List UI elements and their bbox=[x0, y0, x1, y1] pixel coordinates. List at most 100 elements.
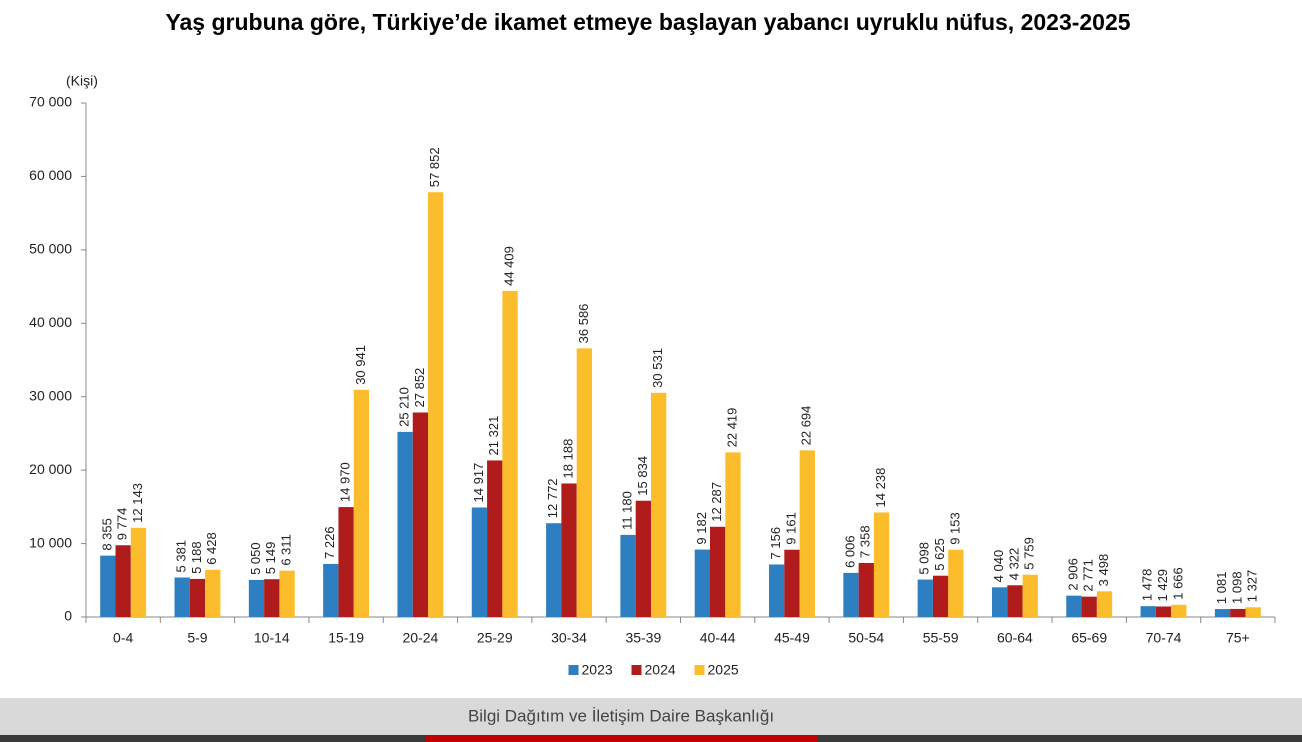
value-label: 5 098 bbox=[917, 542, 932, 575]
value-label: 12 287 bbox=[709, 482, 724, 522]
x-tick-label: 40-44 bbox=[700, 630, 736, 646]
bar bbox=[635, 500, 651, 617]
value-label: 36 586 bbox=[576, 304, 591, 344]
value-label: 6 311 bbox=[279, 534, 294, 566]
footer-text: Bilgi Dağıtım ve İletişim Daire Başkanlı… bbox=[468, 706, 774, 725]
y-tick-label: 30 000 bbox=[29, 387, 72, 403]
value-label: 25 210 bbox=[397, 387, 412, 427]
bar bbox=[1245, 607, 1261, 617]
x-tick-label: 70-74 bbox=[1146, 630, 1182, 646]
value-label: 7 358 bbox=[858, 525, 873, 558]
value-label: 9 182 bbox=[694, 512, 709, 545]
bar bbox=[546, 523, 562, 617]
x-tick-label: 65-69 bbox=[1071, 630, 1107, 646]
y-tick-label: 0 bbox=[64, 608, 72, 624]
x-tick-label: 55-59 bbox=[923, 630, 959, 646]
bar bbox=[279, 570, 295, 617]
bar bbox=[338, 507, 354, 617]
value-label: 30 941 bbox=[353, 345, 368, 385]
bar bbox=[428, 192, 444, 617]
x-tick-label: 30-34 bbox=[551, 630, 587, 646]
value-label: 1 098 bbox=[1229, 571, 1244, 604]
bar bbox=[353, 389, 370, 617]
value-label: 5 188 bbox=[189, 541, 204, 574]
x-tick-label: 25-29 bbox=[477, 630, 513, 646]
value-label: 7 156 bbox=[768, 527, 783, 560]
value-label: 2 771 bbox=[1081, 559, 1096, 592]
y-tick-label: 10 000 bbox=[29, 534, 72, 550]
y-tick-label: 40 000 bbox=[29, 314, 72, 330]
x-tick-label: 60-64 bbox=[997, 630, 1033, 646]
value-label: 5 381 bbox=[174, 540, 189, 573]
value-label: 4 040 bbox=[991, 550, 1006, 583]
chart-title: Yaş grubuna göre, Türkiye’de ikamet etme… bbox=[165, 9, 1130, 35]
bar bbox=[1022, 574, 1038, 617]
bar bbox=[487, 460, 503, 617]
bar bbox=[620, 534, 636, 617]
bar bbox=[323, 563, 339, 617]
bar bbox=[1140, 606, 1156, 617]
bar bbox=[932, 575, 949, 617]
x-tick-label: 5-9 bbox=[187, 630, 207, 646]
value-label: 5 625 bbox=[932, 538, 947, 571]
y-axis-label: (Kişi) bbox=[66, 73, 98, 89]
bar bbox=[799, 450, 815, 617]
bar bbox=[917, 579, 933, 617]
bar bbox=[1066, 595, 1082, 617]
value-label: 9 161 bbox=[783, 512, 798, 545]
value-label: 4 322 bbox=[1006, 548, 1021, 581]
value-label: 18 188 bbox=[560, 439, 575, 479]
bar bbox=[873, 512, 890, 617]
value-label: 6 428 bbox=[204, 532, 219, 565]
bar bbox=[1096, 591, 1113, 617]
value-label: 30 531 bbox=[650, 348, 665, 388]
value-label: 22 694 bbox=[799, 406, 814, 446]
y-tick-label: 60 000 bbox=[29, 167, 72, 183]
legend-label: 2023 bbox=[582, 662, 613, 678]
x-tick-label: 20-24 bbox=[403, 630, 439, 646]
value-label: 1 666 bbox=[1170, 567, 1185, 600]
value-label: 27 852 bbox=[412, 368, 427, 408]
bar bbox=[205, 569, 221, 617]
bar bbox=[130, 527, 147, 617]
legend-label: 2024 bbox=[645, 662, 676, 678]
value-label: 57 852 bbox=[427, 147, 442, 187]
x-tick-label: 50-54 bbox=[848, 630, 884, 646]
value-label: 1 429 bbox=[1155, 569, 1170, 602]
value-label: 9 153 bbox=[947, 512, 962, 545]
bar bbox=[1230, 608, 1246, 617]
y-tick-label: 50 000 bbox=[29, 241, 72, 257]
value-label: 14 238 bbox=[873, 468, 888, 508]
value-label: 7 226 bbox=[322, 526, 337, 559]
value-label: 1 081 bbox=[1214, 572, 1229, 605]
bar bbox=[1171, 604, 1187, 617]
x-tick-label: 35-39 bbox=[625, 630, 661, 646]
value-label: 1 478 bbox=[1140, 569, 1155, 602]
x-tick-label: 75+ bbox=[1226, 630, 1250, 646]
bar bbox=[769, 564, 785, 617]
bar bbox=[576, 348, 592, 617]
legend-swatch bbox=[568, 665, 579, 675]
value-label: 5 759 bbox=[1022, 537, 1037, 570]
bar bbox=[471, 507, 488, 617]
y-tick-label: 70 000 bbox=[29, 94, 72, 110]
value-label: 12 143 bbox=[130, 483, 145, 523]
value-label: 21 321 bbox=[486, 416, 501, 456]
value-label: 5 050 bbox=[248, 542, 263, 575]
bar bbox=[115, 545, 131, 617]
bar bbox=[397, 431, 413, 617]
value-label: 12 772 bbox=[545, 478, 560, 518]
footer-accent bbox=[425, 735, 817, 742]
y-tick-label: 20 000 bbox=[29, 461, 72, 477]
value-label: 15 834 bbox=[635, 456, 650, 496]
bar bbox=[991, 587, 1008, 617]
bar bbox=[412, 412, 429, 617]
footer-band bbox=[0, 698, 1302, 735]
bar bbox=[561, 483, 577, 617]
bar bbox=[858, 562, 874, 617]
bar bbox=[1007, 585, 1023, 617]
bar bbox=[694, 549, 711, 617]
value-label: 1 327 bbox=[1245, 570, 1260, 603]
bar bbox=[248, 579, 265, 617]
